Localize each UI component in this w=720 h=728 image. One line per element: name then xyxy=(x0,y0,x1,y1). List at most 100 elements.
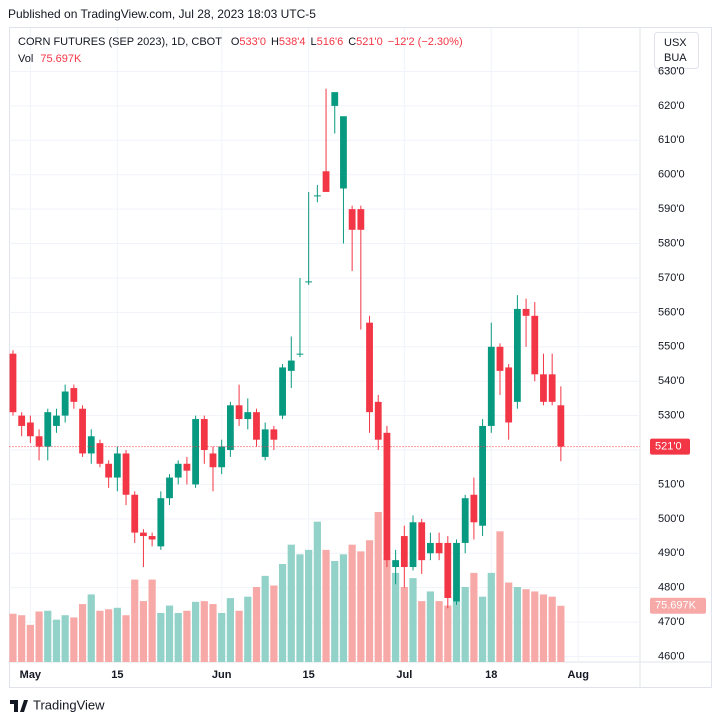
candle-body xyxy=(357,209,365,230)
candle-body xyxy=(522,308,530,316)
unit: BUA xyxy=(664,52,687,64)
ohlc-key: H xyxy=(271,36,279,48)
volume-bar xyxy=(87,594,95,662)
ohlc-value: 516'6 xyxy=(317,36,344,48)
logo: TradingView xyxy=(10,697,105,712)
candle-body xyxy=(244,412,252,420)
candle-body xyxy=(9,353,17,413)
candle-body xyxy=(157,498,165,547)
candle-body xyxy=(461,498,469,543)
y-tick-label: 600'0 xyxy=(658,169,685,181)
y-tick-label: 500'0 xyxy=(658,513,685,525)
candle-body xyxy=(96,443,104,464)
volume-bar xyxy=(522,589,530,662)
volume-label-box xyxy=(650,597,706,614)
volume-bar xyxy=(200,601,208,662)
candle-body xyxy=(261,429,269,457)
candle-body xyxy=(331,92,339,106)
logo-mark xyxy=(10,700,28,712)
volume-bar xyxy=(9,613,17,662)
volume-bar xyxy=(305,549,313,662)
candle-body xyxy=(513,308,521,402)
volume-bar xyxy=(513,587,521,662)
volume-bar xyxy=(218,612,226,662)
volume-bar xyxy=(61,615,69,662)
volume-bar xyxy=(461,587,469,662)
candle-body xyxy=(287,360,295,371)
candle-body xyxy=(505,367,513,423)
y-tick-label: 630'0 xyxy=(658,65,685,77)
candle-body xyxy=(183,463,191,471)
volume-bar xyxy=(418,601,426,662)
volume-bar xyxy=(96,610,104,662)
candle-body xyxy=(70,388,78,402)
volume-bar xyxy=(52,619,61,662)
volume-bar xyxy=(470,572,478,662)
candle-body xyxy=(270,429,278,440)
volume-bar xyxy=(487,572,495,662)
currency-box[interactable] xyxy=(654,32,699,69)
candle-body xyxy=(166,477,173,499)
grid xyxy=(9,28,640,662)
candle-body xyxy=(218,446,226,468)
volume-bar xyxy=(78,604,87,662)
volume-bar xyxy=(339,554,348,662)
volume-bar xyxy=(174,612,182,662)
candle-body xyxy=(435,542,443,554)
volume-bar xyxy=(548,596,556,662)
candle-body xyxy=(409,522,417,568)
volume-bar xyxy=(192,601,200,662)
volume-bar xyxy=(400,587,408,662)
candle-body xyxy=(35,436,43,447)
ohlc-key: L xyxy=(311,36,317,48)
volume-value: 75.697K xyxy=(40,53,82,65)
volume-bar xyxy=(35,611,43,662)
published-note: Published on TradingView.com, Jul 28, 20… xyxy=(8,7,316,21)
candle-body xyxy=(453,542,460,602)
y-tick-label: 560'0 xyxy=(658,306,685,318)
volume-bar xyxy=(496,531,504,662)
y-tick-label: 470'0 xyxy=(658,616,685,628)
candle-body xyxy=(209,453,217,468)
candle-body xyxy=(305,281,313,283)
x-tick-label: 18 xyxy=(485,669,497,681)
x-tick-label: 15 xyxy=(303,669,315,681)
volume-bar xyxy=(348,544,356,662)
candle-body xyxy=(400,536,408,568)
y-tick-label: 460'0 xyxy=(658,650,685,662)
volume-bar xyxy=(322,549,330,662)
candle-body xyxy=(487,346,495,426)
candle-body xyxy=(340,116,347,189)
volume-bar xyxy=(209,604,217,662)
volume-bar xyxy=(261,575,269,662)
volume-bar xyxy=(270,585,278,662)
volume-bar xyxy=(444,605,452,662)
y-tick-label: 540'0 xyxy=(658,375,685,387)
candle-body xyxy=(226,405,234,451)
candle-body xyxy=(296,353,304,355)
candle-body xyxy=(148,536,156,540)
volume-layer xyxy=(9,512,565,662)
y-tick-label: 490'0 xyxy=(658,547,685,559)
x-tick-label: Jun xyxy=(212,669,232,681)
y-tick-label: 610'0 xyxy=(658,134,685,146)
volume-bar xyxy=(122,615,130,662)
candle-body xyxy=(470,494,478,523)
last-price-box xyxy=(650,438,690,455)
candle-body xyxy=(427,542,434,554)
volume-bar xyxy=(157,612,165,662)
candle-body xyxy=(392,560,400,568)
volume-bar xyxy=(426,591,435,662)
volume-bar xyxy=(165,605,174,662)
volume-bar xyxy=(44,610,52,662)
volume-bar xyxy=(478,596,487,662)
currency: USX xyxy=(664,37,687,49)
volume-bar xyxy=(392,572,400,662)
volume-bar xyxy=(331,561,339,662)
volume-bar xyxy=(148,579,156,662)
volume-bar xyxy=(70,617,78,662)
volume-bar xyxy=(244,596,252,662)
y-tick-label: 550'0 xyxy=(658,341,685,353)
